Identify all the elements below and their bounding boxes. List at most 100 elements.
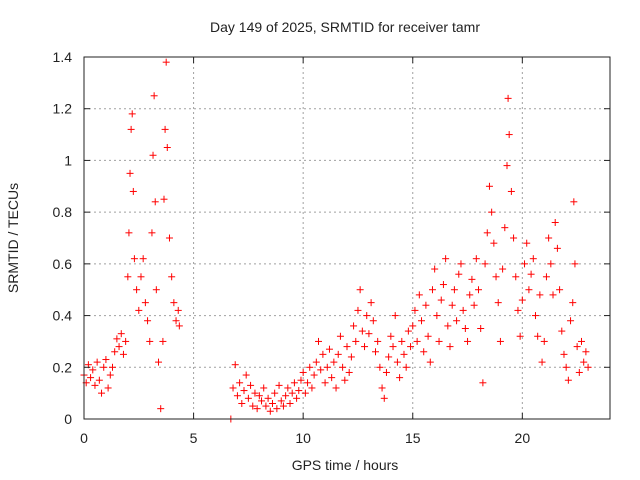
data-point bbox=[420, 348, 428, 356]
data-point bbox=[505, 131, 513, 139]
data-point bbox=[262, 402, 270, 410]
data-point bbox=[130, 255, 138, 263]
data-point bbox=[325, 345, 333, 353]
data-point bbox=[556, 286, 564, 294]
data-point bbox=[358, 327, 366, 335]
data-point bbox=[365, 330, 373, 338]
data-point bbox=[282, 392, 290, 400]
data-point bbox=[501, 224, 509, 232]
data-point bbox=[400, 350, 408, 358]
data-point bbox=[450, 286, 458, 294]
data-point bbox=[133, 286, 141, 294]
data-point bbox=[470, 301, 478, 309]
data-point bbox=[229, 384, 237, 392]
data-point bbox=[127, 125, 135, 133]
data-point bbox=[93, 358, 101, 366]
data-point bbox=[504, 94, 512, 102]
data-point bbox=[129, 187, 137, 195]
data-point bbox=[516, 332, 524, 340]
data-point bbox=[343, 343, 351, 351]
y-tick-label: 0.4 bbox=[53, 308, 73, 324]
data-point bbox=[404, 327, 412, 335]
data-point bbox=[297, 376, 305, 384]
chart-title: Day 149 of 2025, SRMTID for receiver tam… bbox=[210, 19, 480, 35]
data-point bbox=[242, 371, 250, 379]
data-point bbox=[308, 384, 316, 392]
data-point bbox=[102, 356, 110, 364]
data-point bbox=[433, 312, 441, 320]
data-point bbox=[494, 299, 502, 307]
data-point bbox=[570, 198, 578, 206]
data-point bbox=[578, 337, 586, 345]
data-point bbox=[125, 229, 133, 237]
data-point bbox=[315, 337, 323, 345]
data-point bbox=[389, 343, 397, 351]
data-point bbox=[540, 337, 548, 345]
grid-layer bbox=[84, 57, 610, 419]
data-point bbox=[490, 239, 498, 247]
data-point bbox=[310, 371, 318, 379]
data-point bbox=[415, 291, 423, 299]
data-point bbox=[387, 332, 395, 340]
data-point bbox=[247, 381, 255, 389]
data-point bbox=[428, 286, 436, 294]
data-point bbox=[152, 286, 160, 294]
data-point bbox=[466, 291, 474, 299]
data-point bbox=[536, 291, 544, 299]
data-point bbox=[562, 363, 570, 371]
data-point bbox=[108, 363, 116, 371]
data-point bbox=[488, 208, 496, 216]
data-point bbox=[253, 405, 261, 413]
x-tick-label: 20 bbox=[515, 430, 531, 446]
data-point bbox=[477, 325, 485, 332]
data-point bbox=[531, 312, 539, 320]
data-point bbox=[409, 322, 417, 330]
data-point bbox=[510, 234, 518, 242]
data-point bbox=[356, 286, 364, 294]
x-tick-label: 15 bbox=[405, 430, 421, 446]
data-point bbox=[157, 405, 165, 413]
data-point bbox=[446, 343, 454, 351]
data-point bbox=[418, 317, 426, 325]
data-point bbox=[584, 363, 592, 371]
data-point bbox=[266, 407, 274, 415]
data-point bbox=[437, 296, 445, 304]
data-point bbox=[163, 144, 171, 151]
data-point bbox=[155, 358, 163, 366]
data-point bbox=[407, 343, 415, 351]
data-point bbox=[304, 379, 312, 387]
data-point bbox=[148, 229, 156, 237]
data-point bbox=[323, 363, 331, 371]
data-point bbox=[115, 343, 123, 351]
data-point bbox=[113, 335, 121, 343]
data-point bbox=[249, 402, 257, 410]
data-point bbox=[396, 374, 404, 382]
data-point bbox=[402, 363, 410, 371]
data-point bbox=[332, 384, 340, 392]
data-point bbox=[141, 299, 149, 307]
data-point bbox=[271, 389, 279, 397]
data-point bbox=[398, 337, 406, 345]
data-point bbox=[341, 376, 349, 384]
data-point bbox=[159, 337, 167, 345]
data-point bbox=[483, 229, 491, 237]
y-tick-label: 1.4 bbox=[53, 49, 73, 65]
data-point bbox=[545, 234, 553, 242]
data-point bbox=[455, 270, 463, 278]
x-tick-label: 0 bbox=[80, 430, 88, 446]
data-point bbox=[575, 368, 583, 376]
y-axis-label: SRMTID / TECUs bbox=[5, 183, 21, 293]
data-point bbox=[529, 255, 537, 263]
data-point bbox=[542, 273, 550, 281]
data-point bbox=[290, 379, 298, 387]
data-point bbox=[98, 389, 106, 397]
data-point bbox=[503, 162, 511, 170]
data-point bbox=[374, 337, 382, 345]
data-point bbox=[236, 379, 244, 387]
data-point bbox=[124, 273, 132, 281]
data-point bbox=[512, 273, 520, 281]
data-point bbox=[347, 353, 355, 361]
data-point bbox=[119, 350, 127, 358]
data-point bbox=[286, 399, 294, 407]
